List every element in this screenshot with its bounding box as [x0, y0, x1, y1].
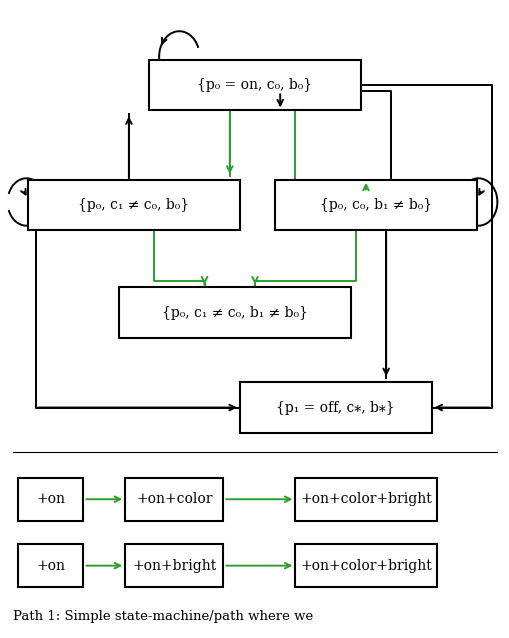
Text: {p₁ = off, c⁎, b⁎}: {p₁ = off, c⁎, b⁎}: [276, 401, 394, 415]
Text: +on+color+bright: +on+color+bright: [299, 493, 431, 506]
Text: {p₀, c₁ ≠ c₀, b₀}: {p₀, c₁ ≠ c₀, b₀}: [78, 198, 189, 212]
FancyBboxPatch shape: [239, 382, 431, 433]
Text: {p₀, c₁ ≠ c₀, b₁ ≠ b₀}: {p₀, c₁ ≠ c₀, b₁ ≠ b₀}: [161, 306, 307, 320]
Text: +on: +on: [36, 559, 65, 573]
Text: +on+color+bright: +on+color+bright: [299, 559, 431, 573]
Text: +on+bright: +on+bright: [132, 559, 216, 573]
Text: +on: +on: [36, 493, 65, 506]
FancyBboxPatch shape: [149, 60, 360, 110]
FancyBboxPatch shape: [125, 544, 223, 587]
FancyBboxPatch shape: [18, 478, 83, 521]
FancyBboxPatch shape: [28, 180, 239, 230]
FancyBboxPatch shape: [119, 287, 350, 338]
Text: Path 1: Simple state-machine/path where we: Path 1: Simple state-machine/path where …: [13, 609, 313, 623]
FancyBboxPatch shape: [295, 544, 436, 587]
FancyBboxPatch shape: [295, 478, 436, 521]
FancyBboxPatch shape: [125, 478, 223, 521]
Text: {p₀, c₀, b₁ ≠ b₀}: {p₀, c₀, b₁ ≠ b₀}: [319, 198, 431, 212]
FancyBboxPatch shape: [275, 180, 476, 230]
Text: +on+color: +on+color: [136, 493, 212, 506]
Text: {p₀ = on, c₀, b₀}: {p₀ = on, c₀, b₀}: [197, 78, 312, 92]
FancyBboxPatch shape: [18, 544, 83, 587]
